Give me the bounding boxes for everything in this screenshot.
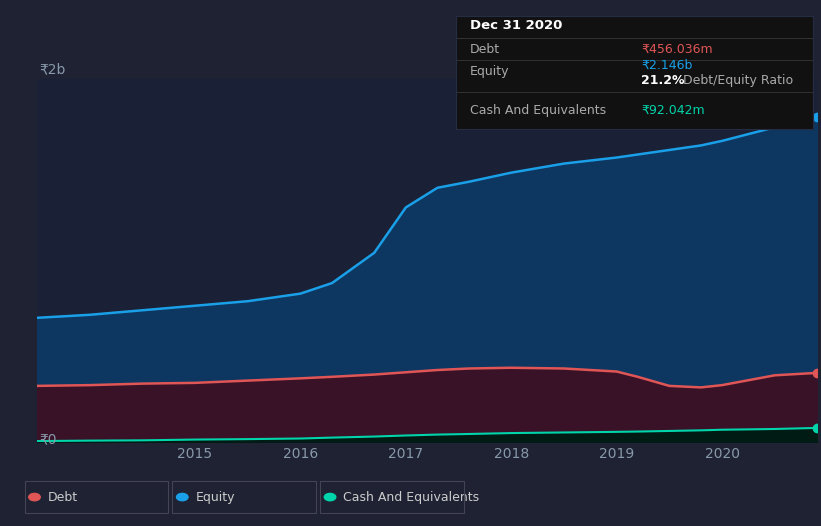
Text: ₹456.036m: ₹456.036m bbox=[641, 43, 713, 56]
Text: ₹2b: ₹2b bbox=[39, 62, 66, 76]
Text: Cash And Equivalents: Cash And Equivalents bbox=[470, 104, 606, 117]
Text: Dec 31 2020: Dec 31 2020 bbox=[470, 19, 562, 33]
Text: Cash And Equivalents: Cash And Equivalents bbox=[343, 491, 479, 503]
Text: Debt: Debt bbox=[48, 491, 78, 503]
Text: Debt/Equity Ratio: Debt/Equity Ratio bbox=[679, 74, 793, 87]
Text: 21.2%: 21.2% bbox=[641, 74, 685, 87]
Text: Equity: Equity bbox=[470, 65, 510, 78]
Text: ₹92.042m: ₹92.042m bbox=[641, 104, 705, 117]
Text: Equity: Equity bbox=[195, 491, 235, 503]
Text: ₹2.146b: ₹2.146b bbox=[641, 58, 693, 72]
Text: ₹0: ₹0 bbox=[39, 432, 57, 447]
Text: Debt: Debt bbox=[470, 43, 500, 56]
